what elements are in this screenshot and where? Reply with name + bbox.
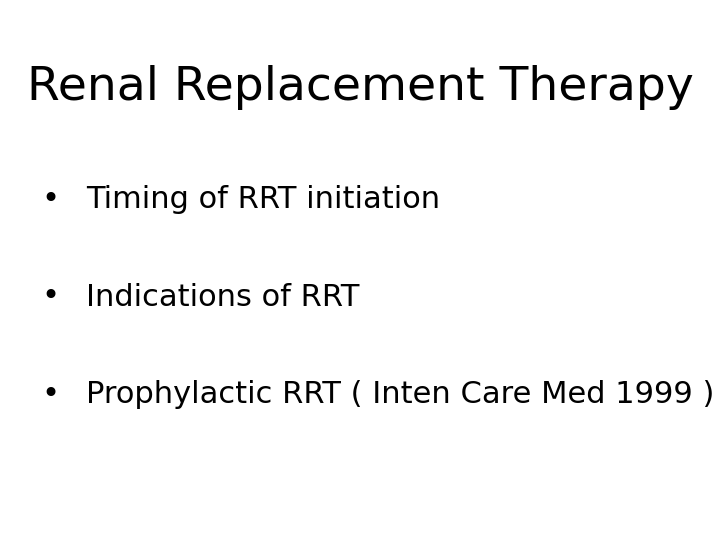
Text: Indications of RRT: Indications of RRT bbox=[86, 282, 360, 312]
Text: Prophylactic RRT ( Inten Care Med 1999 ): Prophylactic RRT ( Inten Care Med 1999 ) bbox=[86, 380, 715, 409]
Text: •: • bbox=[41, 282, 60, 312]
Text: Timing of RRT initiation: Timing of RRT initiation bbox=[86, 185, 441, 214]
Text: Renal Replacement Therapy: Renal Replacement Therapy bbox=[27, 65, 693, 110]
Text: •: • bbox=[41, 185, 60, 214]
Text: •: • bbox=[41, 380, 60, 409]
